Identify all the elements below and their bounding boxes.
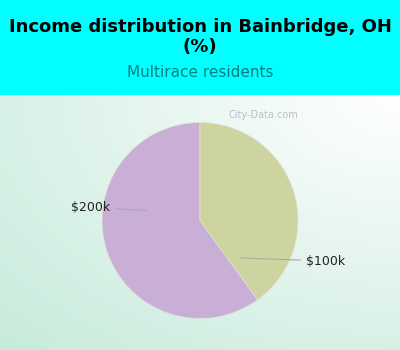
Text: $100k: $100k [240,254,345,268]
Text: City-Data.com: City-Data.com [228,110,298,120]
Text: $200k: $200k [71,201,146,214]
Text: Income distribution in Bainbridge, OH
(%): Income distribution in Bainbridge, OH (%… [8,18,392,56]
Wedge shape [200,122,298,300]
Wedge shape [102,122,258,318]
Text: Multirace residents: Multirace residents [127,65,273,80]
